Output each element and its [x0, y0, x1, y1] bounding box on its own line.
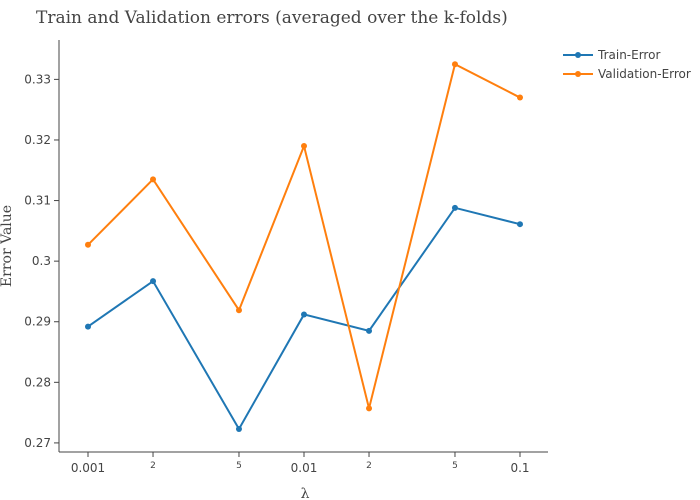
x-tick-label: 5: [452, 461, 458, 471]
y-tick-label: 0.28: [24, 375, 51, 389]
series-train-error: [85, 204, 523, 432]
x-tick-label: 0.01: [291, 461, 318, 475]
data-point-validation-error: [150, 176, 157, 183]
x-tick-label: 2: [150, 461, 156, 471]
y-tick-label: 0.31: [24, 194, 51, 208]
data-point-train-error: [235, 425, 242, 432]
data-point-train-error: [366, 327, 373, 334]
legend-label: Validation-Error: [598, 67, 691, 81]
series-layer: [85, 61, 523, 432]
y-ticks: 0.27 0.28 0.29 0.3 0.31 0.32 0.33: [24, 72, 59, 450]
data-point-train-error: [85, 323, 91, 330]
data-point-validation-error: [517, 94, 523, 101]
y-tick-label: 0.3: [32, 254, 51, 268]
y-axis-title: Error Value: [0, 205, 15, 287]
data-point-validation-error: [235, 307, 242, 314]
y-tick-label: 0.29: [24, 315, 51, 329]
data-point-train-error: [451, 204, 458, 211]
data-point-train-error: [517, 221, 523, 228]
data-point-validation-error: [451, 61, 458, 68]
legend-marker: [575, 71, 581, 77]
legend-item-train-error: Train-Error: [563, 48, 660, 62]
y-tick-label: 0.33: [24, 72, 51, 86]
x-tick-label: 0.1: [510, 461, 529, 475]
x-tick-label: 5: [236, 461, 242, 471]
y-tick-label: 0.27: [24, 436, 51, 450]
data-point-validation-error: [301, 143, 307, 150]
x-ticks: 0.001 2 5 0.01 2 5 0.1: [71, 452, 530, 475]
data-point-train-error: [301, 311, 307, 318]
series-line-validation-error: [87, 62, 521, 409]
legend-item-validation-error: Validation-Error: [563, 67, 691, 81]
data-point-train-error: [150, 278, 157, 285]
legend-label: Train-Error: [597, 48, 660, 62]
data-point-validation-error: [366, 405, 373, 412]
x-tick-label: 2: [366, 461, 372, 471]
x-tick-label: 0.001: [71, 461, 105, 475]
chart-title: Train and Validation errors (averaged ov…: [36, 8, 508, 28]
y-tick-label: 0.32: [24, 133, 51, 147]
legend-marker: [575, 52, 581, 58]
axes: [58, 40, 548, 453]
x-axis-title: λ: [301, 486, 310, 500]
series-validation-error: [85, 61, 523, 412]
data-point-validation-error: [85, 241, 91, 248]
series-line-train-error: [87, 206, 521, 431]
legend: Train-Error Validation-Error: [563, 48, 691, 81]
